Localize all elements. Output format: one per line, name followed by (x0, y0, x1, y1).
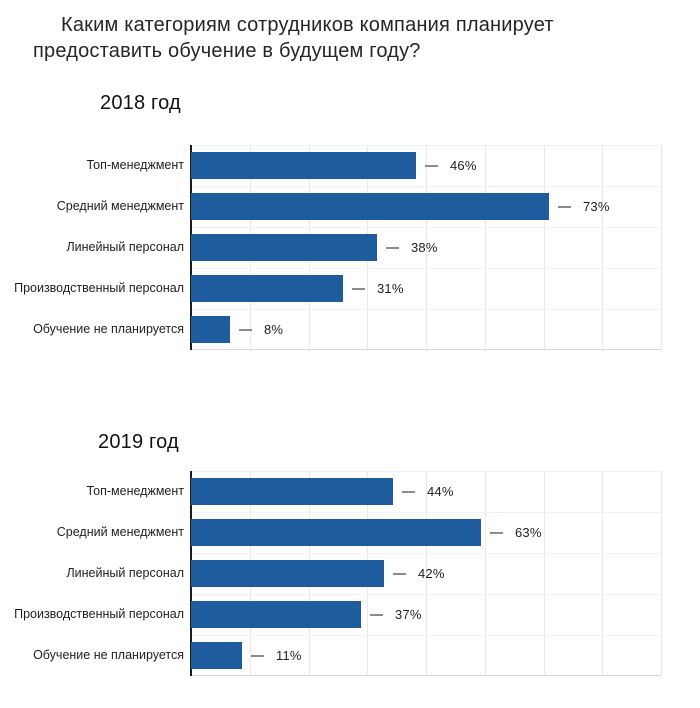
vertical-gridline (484, 471, 486, 676)
bar (191, 275, 343, 302)
vertical-gridline (661, 471, 662, 676)
bar (191, 234, 377, 261)
callout-dash (490, 531, 503, 534)
value-callout: 11% (251, 635, 302, 676)
value-label: 31% (377, 281, 404, 296)
value-callout: 73% (558, 186, 610, 227)
category-label: Топ-менеджмент (86, 484, 185, 498)
value-callout: 42% (393, 553, 445, 594)
vertical-gridline (661, 145, 662, 350)
bar (191, 642, 242, 669)
value-label: 63% (515, 525, 542, 540)
bar-row: Топ-менеджмент 44% (87, 471, 661, 512)
category-label: Топ-менеджмент (86, 158, 185, 172)
callout-dash (393, 572, 406, 575)
value-callout: 44% (402, 471, 454, 512)
category-label: Обучение не планируется (33, 648, 184, 662)
bar-row: Производственный персонал 37% (14, 594, 661, 635)
callout-dash (251, 654, 264, 657)
vertical-gridline (426, 145, 427, 350)
vertical-gridline (602, 145, 604, 350)
bar-row: Линейный персонал 42% (66, 553, 661, 594)
question-title: Каким категориям сотрудников компания пл… (33, 12, 665, 64)
row-separator-line (191, 553, 661, 554)
callout-dash (370, 613, 383, 616)
vertical-gridline (543, 145, 545, 350)
value-label: 42% (418, 566, 445, 581)
callout-dash (425, 164, 438, 167)
value-label: 73% (583, 199, 610, 214)
bar-row: Обучение не планируется 11% (33, 635, 661, 676)
bar-chart-2019: 2019 год Топ-менеджмент 44% Средний менедж… (0, 431, 700, 676)
vertical-gridline (602, 471, 604, 676)
category-label: Линейный персонал (66, 240, 184, 254)
question-title-line-2: предоставить обучение в будущем году? (33, 40, 421, 62)
row-separator-line (191, 635, 661, 636)
row-separator-line (191, 227, 661, 228)
row-separator-line (191, 471, 661, 472)
vertical-gridline (543, 471, 545, 676)
plot-area-2019: Топ-менеджмент 44% Средний менеджмент 63% Ли… (14, 471, 662, 676)
bar (191, 152, 416, 179)
bar (191, 193, 549, 220)
bar-row: Топ-менеджмент 46% (87, 145, 661, 186)
row-separator-line (191, 268, 661, 269)
bar (191, 519, 481, 546)
category-label: Производственный персонал (14, 607, 184, 621)
row-separator-line (191, 186, 661, 187)
row-separator-line (191, 309, 661, 310)
row-separator-line (191, 594, 661, 595)
value-label: 44% (427, 484, 454, 499)
value-label: 37% (395, 607, 422, 622)
bar-row: Средний менеджмент 63% (57, 512, 661, 553)
bar-row: Производственный персонал 31% (14, 268, 661, 309)
value-label: 46% (450, 158, 477, 173)
bar (191, 560, 384, 587)
value-callout: 38% (386, 227, 438, 268)
bar (191, 601, 361, 628)
bar-row: Линейный персонал 38% (66, 227, 661, 268)
chart-subtitle-2019: 2019 год (98, 431, 179, 453)
category-label: Линейный персонал (66, 566, 184, 580)
category-label: Средний менеджмент (56, 199, 184, 213)
value-callout: 31% (352, 268, 404, 309)
row-separator-line (191, 145, 661, 146)
value-label: 38% (411, 240, 438, 255)
bar-chart-2018: 2018 год Топ-менеджмент 46% Средний менедж… (0, 92, 700, 350)
question-title-line-1: Каким категориям сотрудников компания пл… (61, 14, 554, 36)
row-separator-line (191, 512, 661, 513)
callout-dash (352, 287, 365, 290)
bar (191, 478, 393, 505)
value-label: 8% (264, 322, 284, 337)
callout-dash (239, 328, 252, 331)
category-label: Производственный персонал (14, 281, 184, 295)
x-baseline (191, 675, 661, 676)
value-callout: 46% (425, 145, 477, 186)
value-label: 11% (276, 648, 302, 663)
callout-dash (386, 246, 399, 249)
bar-row: Средний менеджмент 73% (57, 186, 661, 227)
chart-subtitle-2018: 2018 год (100, 92, 181, 114)
category-label: Обучение не планируется (33, 322, 184, 336)
value-callout: 37% (370, 594, 422, 635)
category-label: Средний менеджмент (56, 525, 184, 539)
value-callout: 8% (239, 309, 283, 350)
callout-dash (558, 205, 571, 208)
bar (191, 316, 230, 343)
plot-area-2018: Топ-менеджмент 46% Средний менеджмент 73% Ли… (14, 145, 662, 350)
value-callout: 63% (490, 512, 542, 553)
callout-dash (402, 490, 415, 493)
x-baseline (191, 349, 661, 350)
vertical-gridline (484, 145, 486, 350)
bar-row: Обучение не планируется 8% (33, 309, 661, 350)
vertical-gridline (426, 471, 427, 676)
